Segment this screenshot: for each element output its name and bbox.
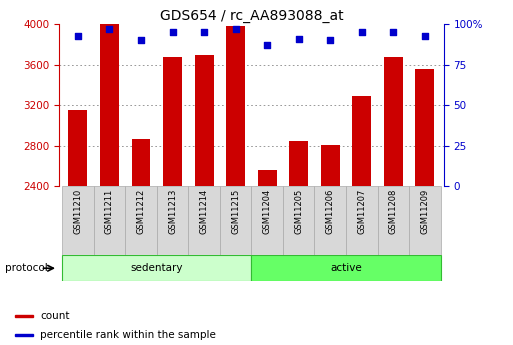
- Bar: [15, 334, 33, 336]
- Point: [168, 29, 176, 35]
- Text: active: active: [330, 263, 362, 273]
- Bar: [125, 186, 157, 255]
- Text: GSM11207: GSM11207: [357, 188, 366, 234]
- Text: GSM11212: GSM11212: [136, 188, 146, 234]
- Text: count: count: [41, 311, 70, 321]
- Bar: [314, 186, 346, 255]
- Point: [74, 33, 82, 38]
- Point: [421, 33, 429, 38]
- Title: GDS654 / rc_AA893088_at: GDS654 / rc_AA893088_at: [160, 9, 343, 23]
- Bar: [416, 69, 435, 186]
- Point: [137, 38, 145, 43]
- Bar: [251, 255, 441, 281]
- Text: sedentary: sedentary: [130, 263, 183, 273]
- Text: GSM11206: GSM11206: [326, 188, 334, 234]
- Bar: [384, 57, 403, 186]
- Text: percentile rank within the sample: percentile rank within the sample: [41, 330, 216, 339]
- Text: GSM11215: GSM11215: [231, 188, 240, 234]
- Bar: [94, 186, 125, 255]
- Text: protocol: protocol: [5, 263, 48, 273]
- Text: GSM11208: GSM11208: [389, 188, 398, 234]
- Text: GSM11205: GSM11205: [294, 188, 303, 234]
- Bar: [378, 186, 409, 255]
- Bar: [226, 26, 245, 186]
- Bar: [194, 55, 213, 186]
- Bar: [220, 186, 251, 255]
- Point: [358, 29, 366, 35]
- Bar: [251, 186, 283, 255]
- Bar: [100, 24, 119, 186]
- Bar: [409, 186, 441, 255]
- Bar: [188, 186, 220, 255]
- Bar: [289, 141, 308, 186]
- Point: [105, 26, 113, 32]
- Point: [200, 29, 208, 35]
- Bar: [62, 186, 94, 255]
- Text: GSM11213: GSM11213: [168, 188, 177, 234]
- Point: [263, 42, 271, 48]
- Bar: [346, 186, 378, 255]
- Point: [326, 38, 334, 43]
- Bar: [157, 186, 188, 255]
- Text: GSM11214: GSM11214: [200, 188, 209, 234]
- Point: [389, 29, 398, 35]
- Bar: [62, 255, 251, 281]
- Bar: [68, 110, 87, 186]
- Bar: [258, 170, 277, 186]
- Bar: [131, 139, 150, 186]
- Bar: [283, 186, 314, 255]
- Text: GSM11210: GSM11210: [73, 188, 83, 234]
- Bar: [15, 315, 33, 317]
- Text: GSM11204: GSM11204: [263, 188, 272, 234]
- Text: GSM11209: GSM11209: [420, 188, 429, 234]
- Bar: [321, 145, 340, 186]
- Point: [231, 26, 240, 32]
- Text: GSM11211: GSM11211: [105, 188, 114, 234]
- Point: [294, 36, 303, 41]
- Bar: [163, 57, 182, 186]
- Bar: [352, 96, 371, 186]
